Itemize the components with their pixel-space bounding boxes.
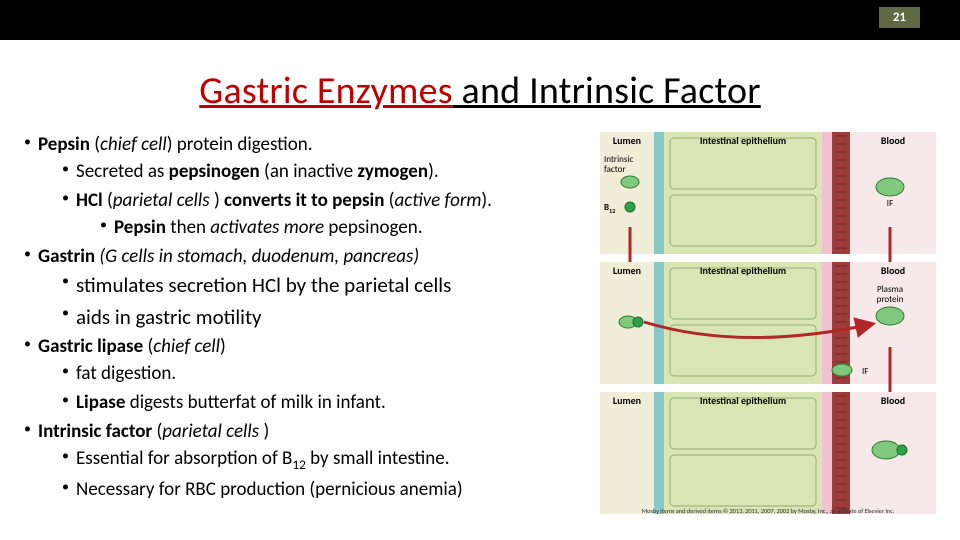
text: ) [220, 335, 226, 358]
diagram-column: LumenIntestinal epitheliumBloodIntrinsic… [600, 132, 936, 517]
text: Lipase [76, 391, 125, 414]
svg-text:factor: factor [604, 164, 626, 175]
text: activates more [210, 216, 324, 239]
text: 12 [292, 456, 305, 473]
bullet-intrinsic-factor: Intrinsic factor (parietal cells ) Essen… [24, 419, 600, 504]
text: ( [90, 133, 100, 156]
sub-sub-bullet: Pepsin then activates more pepsinogen. [100, 215, 600, 242]
svg-text:Blood: Blood [881, 394, 905, 407]
text: Gastric lipase [38, 335, 143, 358]
text: Pepsin [38, 133, 90, 156]
text: Pepsin [114, 216, 166, 239]
title-highlight: Gastric Enzymes [199, 68, 453, 114]
text: ) [263, 420, 269, 443]
svg-text:Blood: Blood [881, 134, 905, 147]
text-column: Pepsin (chief cell) protein digestion. S… [0, 132, 600, 517]
sub-bullet: Essential for absorption of B12 by small… [62, 446, 600, 475]
diagram-svg: LumenIntestinal epitheliumBloodIntrinsic… [600, 132, 936, 517]
sub-bullet: Necessary for RBC production (pernicious… [62, 477, 600, 504]
svg-text:IF: IF [862, 366, 868, 377]
copyright-text: Mosby items and derived items © 2013, 20… [600, 505, 936, 517]
text: ). [428, 160, 439, 183]
text: chief cell [100, 133, 167, 156]
text: pepsinogen [169, 160, 260, 183]
text: parietal cells [162, 420, 263, 443]
text: parietal cells [113, 189, 214, 212]
text: ( [152, 420, 162, 443]
text: Intrinsic factor [38, 420, 152, 443]
text: pepsinogen. [324, 216, 422, 239]
svg-text:Blood: Blood [881, 264, 905, 277]
svg-text:Intestinal epithelium: Intestinal epithelium [700, 134, 786, 147]
text: then [166, 216, 210, 239]
text: Gastrin [38, 245, 95, 268]
svg-text:Lumen: Lumen [613, 134, 641, 147]
slide-number-badge: 21 [879, 7, 920, 28]
text: Essential for absorption of B [76, 447, 292, 470]
sub-bullet: HCl (parietal cells ) converts it to pep… [62, 188, 600, 242]
svg-text:Intestinal epithelium: Intestinal epithelium [700, 264, 786, 277]
text: digests butterfat of milk in infant. [125, 391, 385, 414]
text: ). [481, 189, 492, 212]
slide-title: Gastric Enzymes and Intrinsic Factor [0, 68, 960, 114]
text: ( [143, 335, 153, 358]
sub-bullet: Secreted as pepsinogen (an inactive zymo… [62, 159, 600, 186]
title-rest: and Intrinsic Factor [453, 68, 761, 114]
text: zymogen [357, 160, 428, 183]
svg-text:IF: IF [887, 198, 893, 209]
top-bar: 21 [0, 0, 960, 40]
text: (an inactive [260, 160, 358, 183]
text: ) [214, 189, 224, 212]
sub-bullet: Lipase digests butterfat of milk in infa… [62, 390, 600, 417]
sub-bullet: aids in gastric motility [62, 303, 600, 333]
bullet-gastrin: Gastrin (G cells in stomach, duodenum, p… [24, 244, 600, 333]
text: Secreted as [76, 160, 169, 183]
sub-bullet: fat digestion. [62, 361, 600, 388]
text: active form [394, 189, 481, 212]
svg-text:Intestinal epithelium: Intestinal epithelium [700, 394, 786, 407]
svg-text:Lumen: Lumen [613, 264, 641, 277]
svg-text:protein: protein [877, 294, 904, 305]
text: (G cells in stomach, duodenum, pancreas) [95, 245, 419, 268]
text: ) protein digestion. [167, 133, 313, 156]
text: HCl [76, 189, 103, 212]
text: chief cell [153, 335, 220, 358]
text: ( [384, 189, 394, 212]
text: ( [103, 189, 113, 212]
bullet-lipase: Gastric lipase (chief cell) fat digestio… [24, 334, 600, 417]
svg-text:Lumen: Lumen [613, 394, 641, 407]
text: converts it to pepsin [224, 189, 384, 212]
bullet-pepsin: Pepsin (chief cell) protein digestion. S… [24, 132, 600, 242]
sub-bullet: stimulates secretion HCl by the parietal… [62, 271, 600, 301]
text: by small intestine. [306, 447, 450, 470]
